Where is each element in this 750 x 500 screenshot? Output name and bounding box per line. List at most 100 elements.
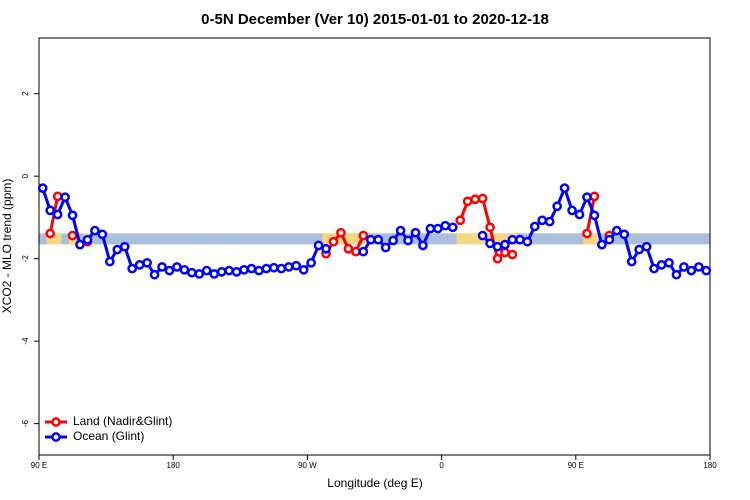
data-point — [104, 256, 115, 267]
data-point — [589, 191, 600, 202]
legend-label: Land (Nadir&Glint) — [73, 414, 172, 428]
land-band-segment — [501, 233, 509, 245]
data-point — [664, 257, 674, 268]
data-point — [582, 228, 592, 239]
data-point — [291, 260, 302, 271]
data-point — [209, 269, 220, 279]
y-tick-label: -2 — [21, 255, 30, 263]
data-point — [157, 262, 167, 272]
x-tick-label: 90 E — [568, 461, 584, 470]
data-point — [462, 196, 473, 207]
data-point — [239, 264, 249, 275]
land-band-segment — [352, 233, 360, 245]
land-band-segment — [337, 233, 345, 245]
data-point — [142, 257, 152, 268]
data-point — [470, 194, 480, 205]
data-point — [97, 229, 108, 240]
data-point — [380, 242, 391, 253]
data-point — [611, 225, 622, 236]
data-point — [641, 241, 652, 252]
data-point — [261, 263, 272, 274]
land-band-segment — [493, 233, 502, 245]
data-point — [112, 244, 123, 255]
data-point — [82, 234, 93, 245]
x-axis-title: Longitude (deg E) — [327, 476, 422, 490]
land-band-segment — [53, 233, 62, 245]
x-tick-label: 0 — [439, 461, 444, 470]
data-point — [52, 209, 63, 220]
legend-marker — [51, 417, 61, 427]
data-point — [559, 183, 570, 193]
land-band-segment — [344, 233, 353, 245]
data-point — [403, 235, 413, 246]
data-point — [455, 215, 466, 226]
land-band-segment — [471, 233, 479, 245]
data-point — [358, 246, 369, 257]
data-point — [507, 234, 518, 245]
data-point — [582, 192, 592, 203]
data-point — [60, 192, 70, 203]
data-point — [485, 238, 495, 249]
data-point — [701, 265, 712, 276]
x-tick-label: 90 E — [31, 461, 47, 470]
plot-frame — [38, 37, 711, 456]
data-point — [306, 257, 316, 268]
data-point — [52, 191, 63, 202]
data-point — [67, 210, 78, 221]
data-point — [552, 201, 563, 212]
land-band-segment — [590, 233, 599, 245]
x-tick-label: 180 — [167, 461, 181, 470]
data-point — [477, 230, 488, 241]
land-band-segment — [463, 233, 472, 245]
data-point — [500, 247, 510, 258]
data-point — [395, 225, 406, 236]
data-point — [656, 260, 667, 270]
data-point — [679, 262, 689, 272]
data-point — [373, 234, 384, 245]
y-axis-title: XCO2 - MLO trend (ppm) — [0, 179, 14, 314]
data-point — [485, 222, 495, 233]
data-point — [500, 239, 510, 250]
data-point — [515, 234, 525, 245]
data-point — [179, 264, 190, 275]
data-point — [186, 267, 197, 278]
data-point — [283, 262, 294, 272]
data-point — [626, 256, 637, 267]
data-point — [351, 246, 361, 257]
data-point — [477, 193, 488, 204]
data-point — [574, 209, 585, 220]
data-point — [328, 236, 339, 247]
land-band-segment — [322, 233, 330, 245]
y-tick-label: 0 — [21, 173, 30, 178]
land-band-segment — [583, 233, 591, 245]
data-point — [231, 267, 242, 277]
data-point — [447, 222, 458, 233]
data-point — [269, 262, 279, 273]
data-point — [597, 239, 607, 250]
x-tick-label: 180 — [703, 461, 717, 470]
land-band-segment — [46, 233, 54, 245]
data-point — [276, 263, 287, 274]
y-tick-label: -4 — [21, 337, 30, 345]
data-point — [440, 220, 451, 231]
data-point — [492, 241, 503, 252]
data-point — [507, 249, 518, 260]
data-point — [194, 269, 205, 279]
data-point — [201, 265, 212, 276]
data-point — [693, 262, 704, 272]
data-point — [45, 228, 56, 239]
data-point — [604, 234, 615, 245]
data-point — [492, 253, 503, 264]
data-point — [313, 240, 324, 251]
data-point — [127, 263, 138, 274]
data-point — [433, 223, 443, 234]
data-point — [522, 236, 533, 247]
data-point — [90, 225, 100, 236]
data-point — [343, 243, 354, 254]
data-point — [649, 263, 659, 274]
data-point — [298, 264, 309, 275]
data-point — [119, 241, 130, 252]
land-band-segment — [456, 233, 464, 245]
data-point — [410, 227, 421, 238]
